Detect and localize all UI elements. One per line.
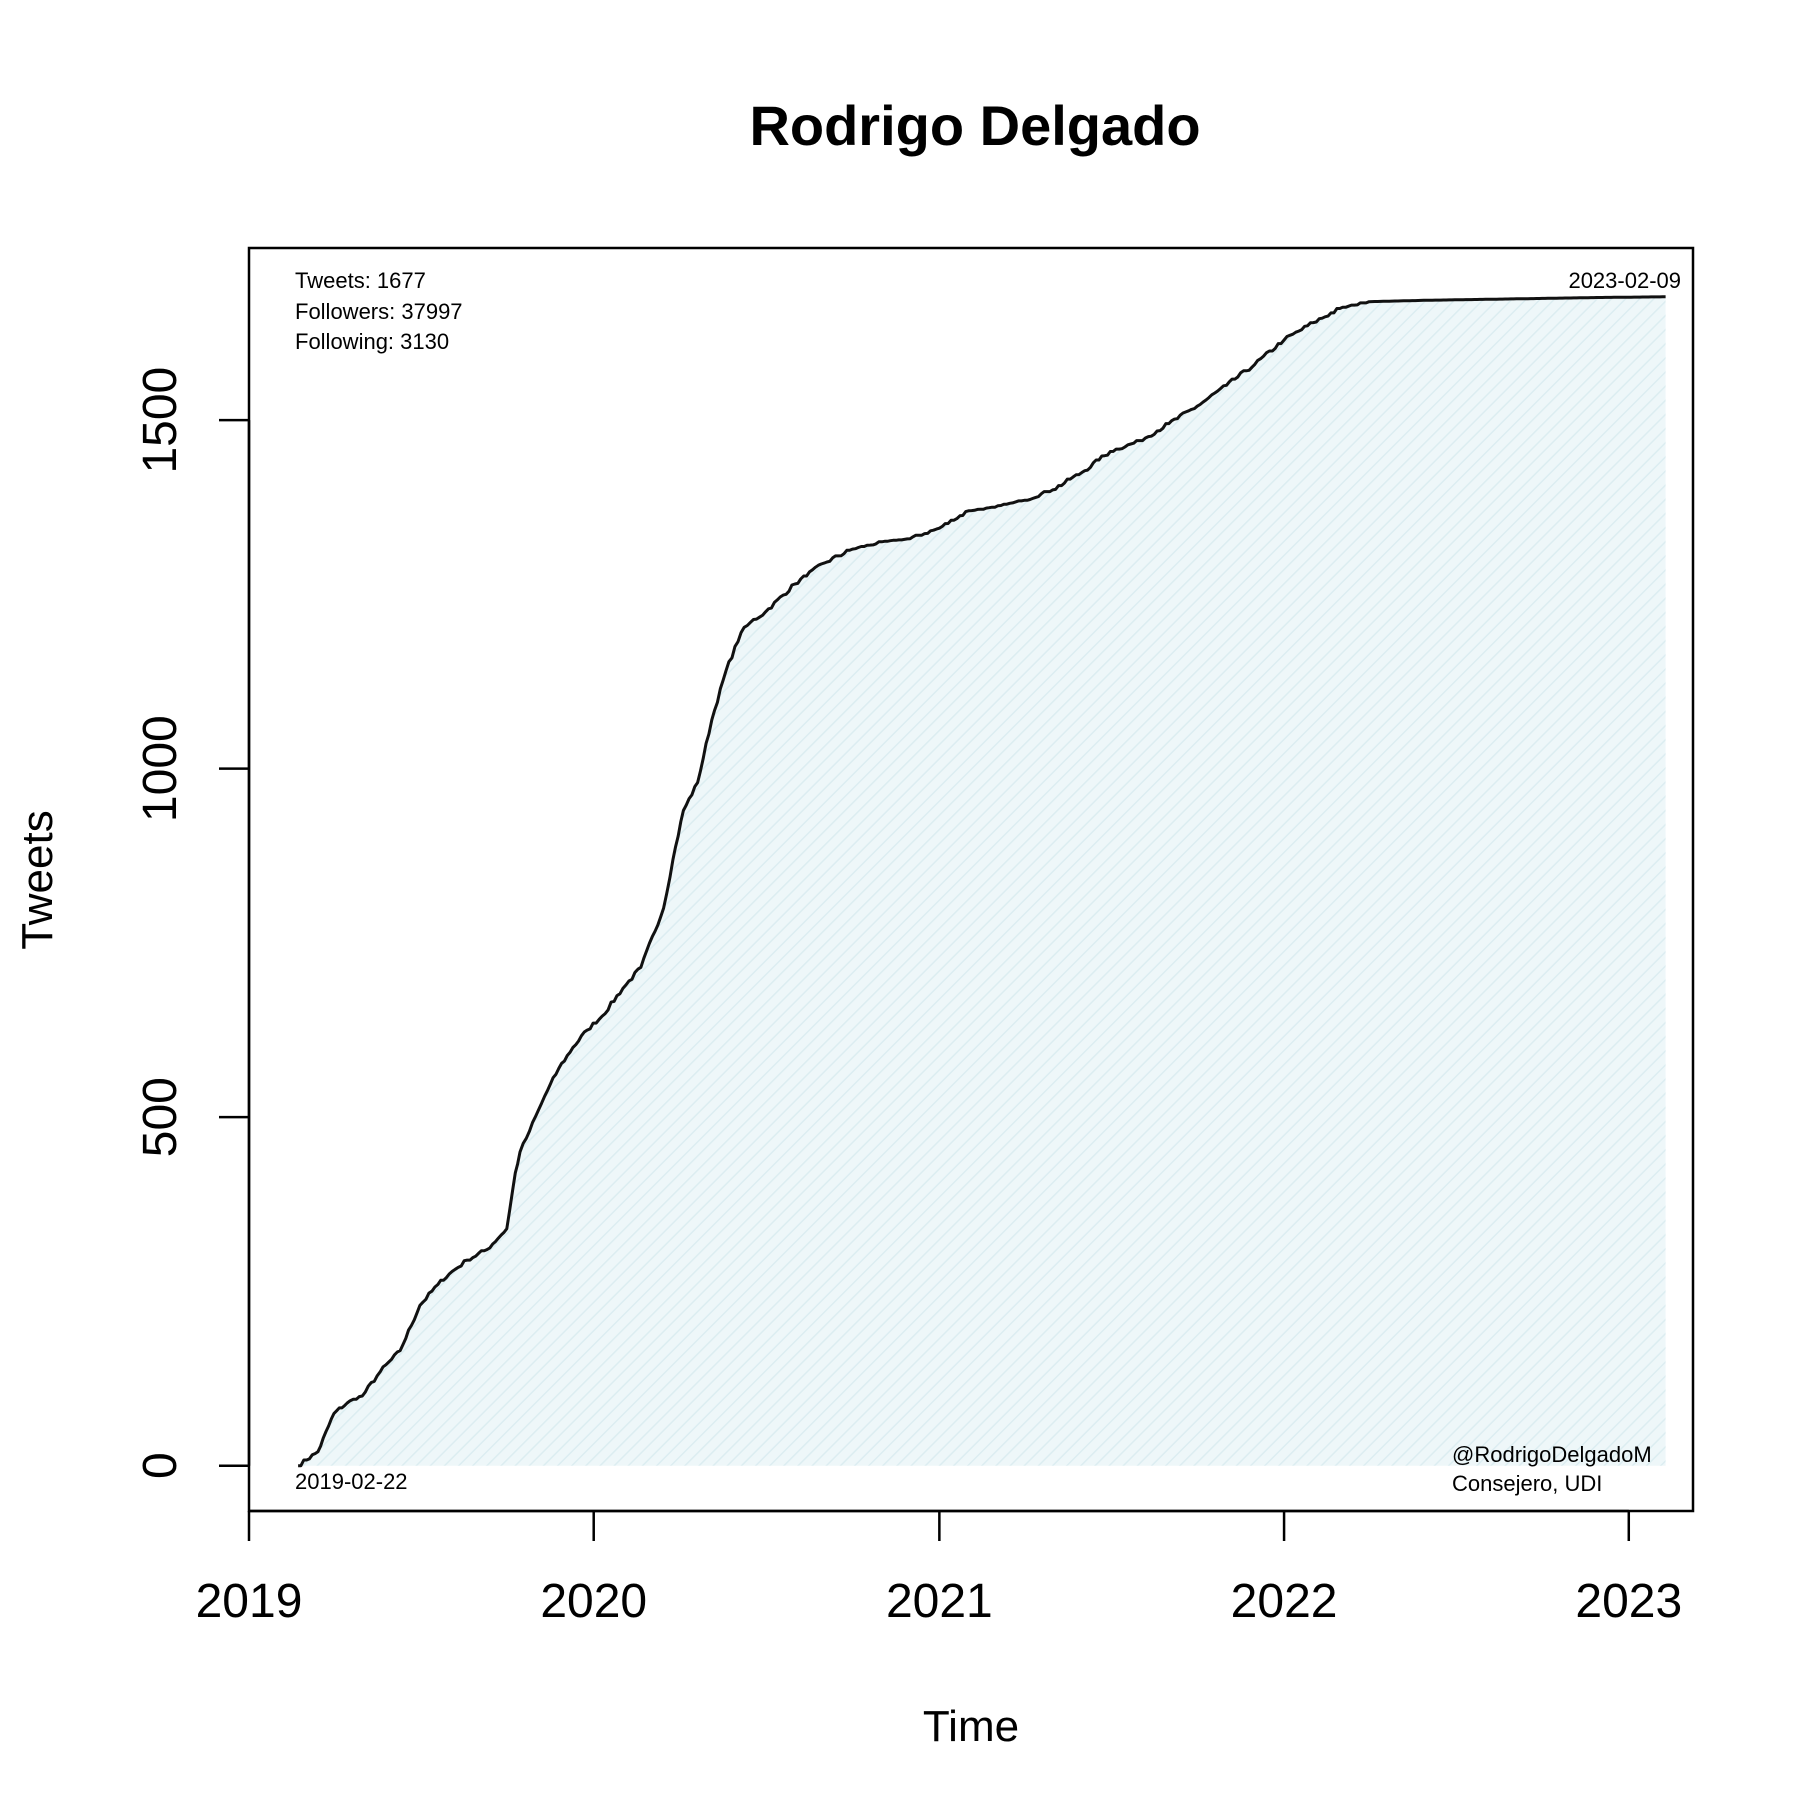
followers-count-note: Followers: 37997	[295, 299, 463, 324]
y-tick-label: 1500	[134, 367, 187, 474]
x-axis-label: Time	[923, 1702, 1019, 1751]
chart-title: Rodrigo Delgado	[749, 94, 1200, 157]
y-axis-label: Tweets	[13, 810, 62, 949]
x-axis: 2019 2020 2021 2022 2023	[196, 1509, 1682, 1628]
tweets-count-note: Tweets: 1677	[295, 268, 426, 293]
x-tick-label: 2023	[1575, 1575, 1682, 1628]
role-note: Consejero, UDI	[1452, 1471, 1602, 1496]
handle-note: @RodrigoDelgadoM	[1452, 1442, 1652, 1467]
y-tick-label: 0	[134, 1452, 187, 1479]
y-axis: 0 500 1000 1500	[134, 367, 251, 1479]
area-fill	[298, 296, 1666, 1466]
x-tick-label: 2021	[886, 1575, 993, 1628]
y-tick-label: 500	[134, 1077, 187, 1157]
y-tick-label: 1000	[134, 715, 187, 822]
end-date-note: 2023-02-09	[1568, 268, 1681, 293]
start-date-note: 2019-02-22	[295, 1469, 408, 1494]
series-line	[298, 295, 1666, 1468]
x-tick-label: 2022	[1231, 1575, 1338, 1628]
following-count-note: Following: 3130	[295, 329, 449, 354]
x-tick-label: 2019	[196, 1575, 303, 1628]
plot-area	[298, 295, 1666, 1468]
x-tick-label: 2020	[540, 1575, 647, 1628]
